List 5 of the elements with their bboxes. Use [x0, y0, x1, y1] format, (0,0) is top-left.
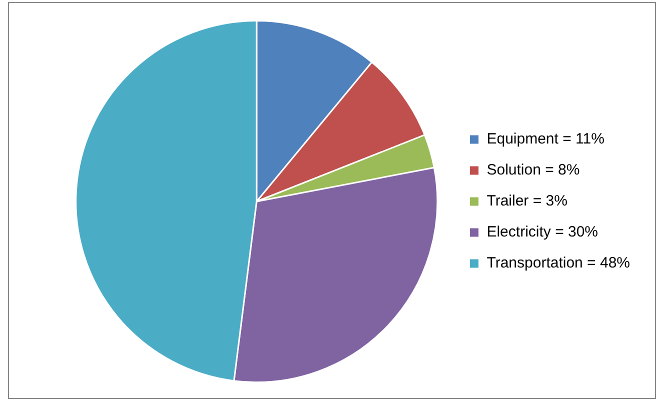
- legend-label: Solution = 8%: [486, 162, 580, 179]
- legend-label: Transportation = 48%: [486, 254, 630, 272]
- legend-label: Equipment = 11%: [486, 130, 604, 148]
- legend-label: Electricity = 30%: [486, 224, 598, 241]
- legend-label: Trailer = 3%: [486, 192, 568, 210]
